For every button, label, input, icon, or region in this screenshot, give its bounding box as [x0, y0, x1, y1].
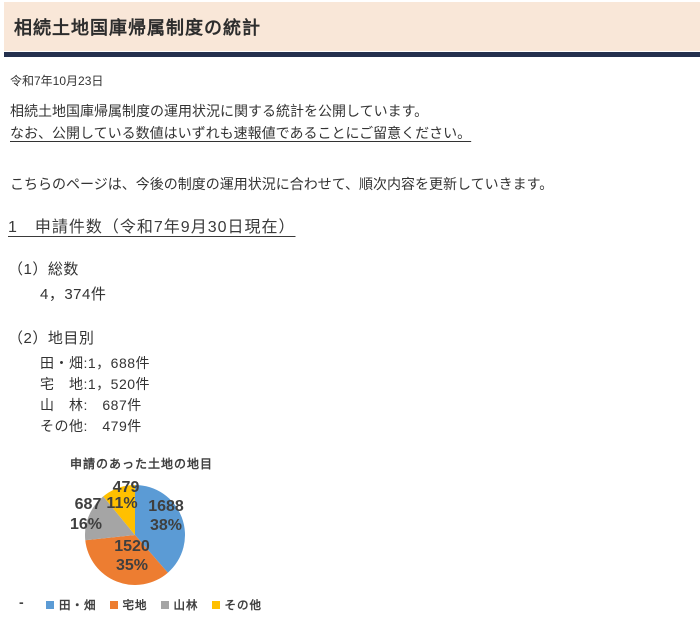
legend-label-sanrin: 山林 — [173, 600, 199, 612]
legend-item-takuchi: 宅地 — [109, 597, 148, 613]
list-item-takuchi: 宅 地:1，520件 — [40, 376, 151, 392]
pie-chart-block: 申請のあった土地の地目 1688 38% 1520 35% 687 16% 47… — [10, 445, 700, 628]
pie-slice-2 — [85, 496, 135, 541]
chart-legend: 田・畑 宅地 山林 その他 — [46, 597, 275, 613]
stray-dash: - — [19, 594, 24, 610]
publish-date: 令和7年10月23日 — [10, 74, 104, 88]
header-rule — [4, 52, 700, 57]
main-content: 令和7年10月23日 相続土地国庫帰属制度の運用状況に関する統計を公開しています… — [0, 74, 700, 628]
pie-chart-svg — [85, 485, 185, 585]
legend-swatch-blue — [46, 601, 54, 609]
pie-label-pct-takuchi: 35% — [115, 557, 149, 574]
pie-label-value-sonota: 479 — [112, 479, 140, 496]
pie-slice-3 — [103, 485, 135, 535]
total-value: 4，374件 — [40, 286, 107, 303]
legend-swatch-yellow — [211, 601, 220, 609]
by-type-label: （2）地目別 — [8, 330, 95, 347]
pie-slice-0 — [135, 485, 185, 573]
pie-label-pct-sanrin: 16% — [69, 516, 103, 533]
intro-line-2-underlined: なお、公開している数値はいずれも速報値であることにご留意ください。 — [10, 125, 472, 141]
legend-swatch-orange — [109, 601, 118, 609]
legend-item-sonota: その他 — [211, 597, 263, 613]
by-type-list: 田・畑:1，688件 宅 地:1，520件 山 林: 687件 その他: 479… — [40, 353, 700, 437]
legend-label-takuchi: 宅地 — [122, 600, 148, 612]
total-label: （1）総数 — [8, 261, 79, 278]
chart-title: 申請のあった土地の地目 — [70, 457, 214, 471]
pie-label-pct-sonota: 11% — [106, 495, 138, 512]
legend-item-sanrin: 山林 — [160, 597, 199, 613]
pie-slice-1 — [85, 535, 168, 585]
page-header: 相続土地国庫帰属制度の統計 — [4, 2, 700, 51]
update-note: こちらのページは、今後の制度の運用状況に合わせて、順次内容を更新していきます。 — [10, 176, 554, 192]
section-1-heading: 1 申請件数（令和7年9月30日現在） — [8, 219, 296, 236]
page-title: 相続土地国庫帰属制度の統計 — [14, 17, 261, 38]
intro-paragraph: 相続土地国庫帰属制度の運用状況に関する統計を公開しています。 なお、公開している… — [10, 100, 700, 144]
legend-label-tahata: 田・畑 — [59, 600, 97, 612]
pie-label-value-tahata: 1688 — [148, 498, 184, 515]
list-item-sonota: その他: 479件 — [40, 418, 142, 434]
legend-item-tahata: 田・畑 — [46, 597, 97, 613]
legend-label-sonota: その他 — [224, 600, 262, 612]
list-item-tahata: 田・畑:1，688件 — [40, 355, 151, 371]
pie-label-value-sanrin: 687 — [74, 496, 102, 513]
pie-label-pct-tahata: 38% — [149, 517, 183, 534]
legend-swatch-gray — [160, 601, 169, 609]
intro-line-1: 相続土地国庫帰属制度の運用状況に関する統計を公開しています。 — [10, 103, 429, 119]
list-item-sanrin: 山 林: 687件 — [40, 397, 142, 413]
pie-label-value-takuchi: 1520 — [114, 538, 150, 555]
